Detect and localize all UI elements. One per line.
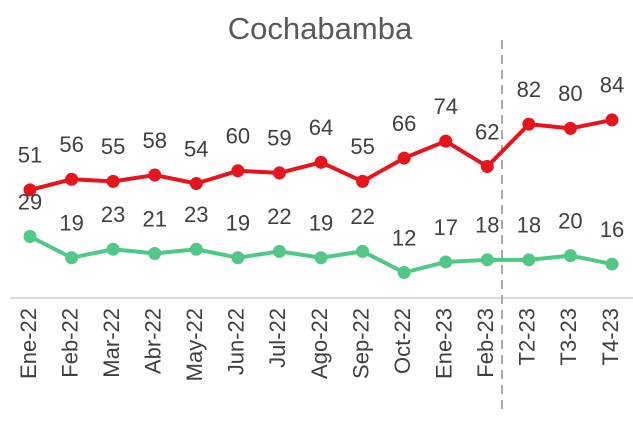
data-label: 18: [475, 213, 499, 238]
data-label: 51: [18, 143, 42, 168]
marker: [397, 151, 411, 165]
x-tick-label: T2-23: [515, 308, 540, 365]
x-tick-label: Abr-22: [141, 308, 166, 374]
data-label: 17: [433, 215, 457, 240]
marker: [106, 174, 120, 188]
x-tick-label: Mar-22: [99, 308, 124, 378]
data-label: 58: [142, 128, 166, 153]
marker: [605, 113, 619, 127]
marker: [314, 155, 328, 169]
x-tick-label: Ene-23: [432, 308, 457, 379]
data-label: 22: [350, 204, 374, 229]
data-label: 56: [59, 132, 83, 157]
x-tick-label: Feb-23: [473, 308, 498, 378]
x-tick-label: Jun-22: [224, 308, 249, 375]
data-label: 55: [101, 134, 125, 159]
data-label: 62: [475, 119, 499, 144]
data-label: 19: [59, 211, 83, 236]
marker: [106, 242, 120, 256]
data-label: 18: [517, 213, 541, 238]
data-label: 23: [101, 202, 125, 227]
data-label: 19: [226, 211, 250, 236]
marker: [231, 251, 245, 265]
x-tick-label: Sep-22: [348, 308, 373, 379]
data-label: 55: [350, 134, 374, 159]
marker: [189, 242, 203, 256]
marker: [189, 177, 203, 191]
marker: [231, 164, 245, 178]
marker: [605, 257, 619, 271]
marker: [314, 251, 328, 265]
marker: [522, 253, 536, 267]
data-label: 82: [517, 77, 541, 102]
data-label: 19: [309, 211, 333, 236]
marker: [480, 160, 494, 174]
x-tick-label: T4-23: [598, 308, 623, 365]
x-tick-label: May-22: [182, 308, 207, 381]
marker: [563, 249, 577, 263]
x-tick-label: T3-23: [556, 308, 581, 365]
data-label: 64: [309, 115, 333, 140]
data-label: 59: [267, 126, 291, 151]
marker: [148, 168, 162, 182]
marker: [23, 230, 37, 244]
data-label: 12: [392, 225, 416, 250]
x-tick-label: Feb-22: [57, 308, 82, 378]
data-label: 16: [600, 217, 624, 242]
x-tick-label: Ene-22: [16, 308, 41, 379]
data-label: 20: [558, 208, 582, 233]
marker: [522, 117, 536, 131]
marker: [563, 121, 577, 135]
data-label: 80: [558, 81, 582, 106]
data-label: 84: [600, 73, 624, 98]
marker: [65, 251, 79, 265]
data-label: 23: [184, 202, 208, 227]
data-label: 21: [142, 206, 166, 231]
marker: [356, 174, 370, 188]
data-label: 60: [226, 124, 250, 149]
marker: [65, 172, 79, 186]
x-tick-label: Ago-22: [307, 308, 332, 379]
chart-title: Cochabamba: [228, 11, 413, 46]
x-tick-label: Oct-22: [390, 308, 415, 374]
marker: [272, 166, 286, 180]
marker: [480, 253, 494, 267]
data-label: 54: [184, 136, 208, 161]
marker: [356, 244, 370, 258]
data-label: 29: [18, 189, 42, 214]
data-label: 66: [392, 111, 416, 136]
marker: [148, 246, 162, 260]
data-label: 74: [433, 94, 457, 119]
marker: [397, 266, 411, 280]
marker: [23, 183, 37, 197]
x-tick-label: Jul-22: [265, 308, 290, 368]
marker: [439, 255, 453, 269]
marker: [439, 134, 453, 148]
marker: [272, 244, 286, 258]
data-label: 22: [267, 204, 291, 229]
